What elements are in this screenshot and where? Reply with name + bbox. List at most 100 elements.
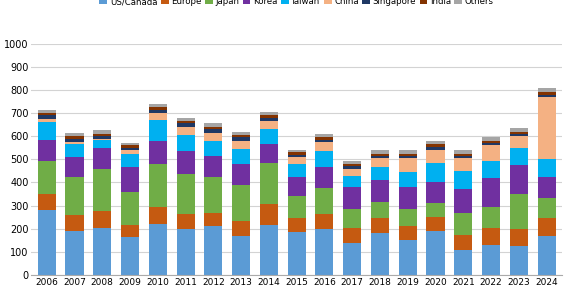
- Bar: [288, 164, 306, 177]
- Bar: [177, 229, 195, 275]
- Bar: [426, 150, 444, 163]
- Bar: [398, 172, 417, 187]
- Bar: [121, 237, 139, 275]
- Bar: [315, 134, 333, 137]
- Bar: [510, 229, 528, 246]
- Bar: [371, 233, 389, 275]
- Bar: [260, 205, 278, 225]
- Bar: [538, 177, 556, 198]
- Bar: [66, 136, 84, 139]
- Bar: [343, 166, 361, 168]
- Bar: [93, 148, 112, 168]
- Bar: [121, 192, 139, 225]
- Bar: [38, 113, 55, 116]
- Bar: [454, 250, 472, 275]
- Bar: [66, 142, 84, 144]
- Bar: [121, 167, 139, 192]
- Bar: [38, 110, 55, 113]
- Bar: [510, 246, 528, 275]
- Bar: [121, 148, 139, 150]
- Bar: [121, 150, 139, 154]
- Bar: [343, 243, 361, 275]
- Bar: [482, 161, 500, 178]
- Bar: [204, 226, 222, 275]
- Bar: [315, 151, 333, 167]
- Bar: [232, 132, 250, 135]
- Bar: [177, 135, 195, 151]
- Bar: [260, 118, 278, 121]
- Bar: [66, 144, 84, 157]
- Bar: [260, 116, 278, 118]
- Bar: [343, 168, 361, 175]
- Bar: [538, 236, 556, 275]
- Bar: [149, 110, 167, 113]
- Bar: [177, 123, 195, 127]
- Bar: [288, 155, 306, 157]
- Bar: [121, 146, 139, 148]
- Bar: [204, 123, 222, 127]
- Bar: [343, 228, 361, 243]
- Bar: [538, 88, 556, 92]
- Bar: [204, 177, 222, 213]
- Bar: [426, 217, 444, 231]
- Bar: [288, 196, 306, 218]
- Bar: [371, 154, 389, 156]
- Bar: [482, 178, 500, 207]
- Bar: [538, 159, 556, 177]
- Bar: [232, 141, 250, 149]
- Bar: [66, 157, 84, 177]
- Bar: [510, 128, 528, 132]
- Bar: [538, 92, 556, 95]
- Bar: [121, 154, 139, 167]
- Bar: [232, 164, 250, 185]
- Bar: [204, 133, 222, 141]
- Bar: [204, 129, 222, 133]
- Bar: [260, 144, 278, 163]
- Bar: [482, 207, 500, 228]
- Bar: [288, 177, 306, 196]
- Bar: [315, 140, 333, 142]
- Bar: [398, 156, 417, 158]
- Bar: [66, 133, 84, 136]
- Bar: [177, 118, 195, 121]
- Bar: [510, 134, 528, 136]
- Bar: [510, 165, 528, 194]
- Bar: [149, 207, 167, 224]
- Bar: [315, 229, 333, 275]
- Bar: [93, 168, 112, 212]
- Bar: [93, 130, 112, 134]
- Bar: [288, 152, 306, 155]
- Bar: [66, 215, 84, 231]
- Bar: [232, 149, 250, 164]
- Bar: [288, 218, 306, 232]
- Bar: [288, 232, 306, 275]
- Bar: [371, 202, 389, 218]
- Bar: [398, 240, 417, 275]
- Bar: [343, 187, 361, 209]
- Bar: [232, 185, 250, 221]
- Bar: [66, 139, 84, 142]
- Bar: [426, 163, 444, 182]
- Bar: [510, 132, 528, 134]
- Bar: [426, 231, 444, 275]
- Bar: [398, 150, 417, 154]
- Bar: [426, 141, 444, 144]
- Bar: [149, 164, 167, 207]
- Bar: [204, 141, 222, 156]
- Bar: [482, 143, 500, 146]
- Bar: [93, 134, 112, 136]
- Bar: [232, 135, 250, 137]
- Bar: [454, 213, 472, 235]
- Bar: [426, 147, 444, 150]
- Bar: [398, 158, 417, 172]
- Bar: [204, 213, 222, 226]
- Bar: [454, 150, 472, 154]
- Bar: [288, 157, 306, 164]
- Bar: [121, 225, 139, 237]
- Bar: [315, 142, 333, 151]
- Bar: [315, 167, 333, 188]
- Bar: [398, 226, 417, 240]
- Bar: [510, 136, 528, 148]
- Bar: [149, 141, 167, 164]
- Bar: [426, 203, 444, 217]
